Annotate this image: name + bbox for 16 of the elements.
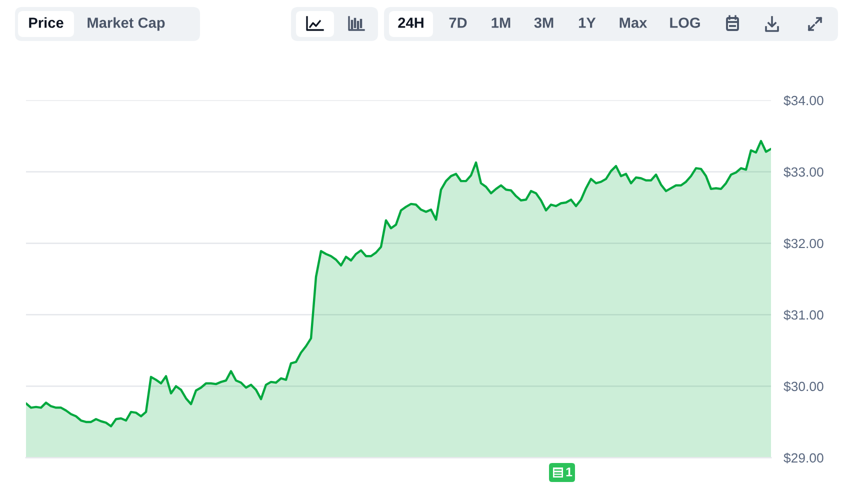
text: 1M xyxy=(492,18,510,28)
text: 3M xyxy=(534,18,554,28)
text: Max xyxy=(620,18,648,28)
y-tick-label: $33.00 xyxy=(784,166,824,178)
text: 1 xyxy=(566,468,572,476)
y-tick-label: $34.00 xyxy=(784,95,824,106)
y-tick-label: $30.00 xyxy=(784,381,824,392)
text: 1Y xyxy=(579,18,596,28)
y-tick-label: $29.00 xyxy=(784,452,824,464)
text: LOG xyxy=(670,18,700,28)
y-tick-label: $31.00 xyxy=(784,310,824,320)
text: 7D xyxy=(449,18,467,28)
y-tick-label: $32.00 xyxy=(784,238,824,249)
text: Market Cap xyxy=(88,17,165,31)
text: Price xyxy=(29,17,64,28)
text: 24H xyxy=(398,18,424,28)
